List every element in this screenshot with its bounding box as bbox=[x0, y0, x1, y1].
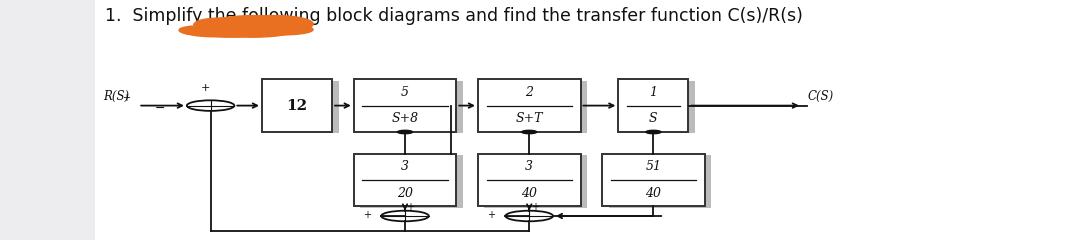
Text: 12: 12 bbox=[286, 99, 308, 113]
Text: 20: 20 bbox=[397, 187, 413, 200]
Text: S: S bbox=[649, 112, 658, 125]
Bar bbox=[484, 155, 588, 208]
Bar bbox=[262, 79, 333, 132]
Bar bbox=[477, 79, 581, 132]
Text: C(S): C(S) bbox=[807, 90, 834, 102]
Text: +: + bbox=[406, 202, 415, 212]
Ellipse shape bbox=[194, 18, 248, 30]
Text: R(S): R(S) bbox=[104, 90, 130, 102]
Ellipse shape bbox=[205, 16, 302, 37]
Circle shape bbox=[397, 130, 413, 134]
Text: +: + bbox=[530, 202, 539, 212]
Circle shape bbox=[505, 211, 553, 221]
Text: 2: 2 bbox=[525, 86, 534, 99]
Bar bbox=[624, 81, 696, 133]
Text: 1: 1 bbox=[649, 86, 658, 99]
Text: S+8: S+8 bbox=[391, 112, 419, 125]
Text: S+T: S+T bbox=[515, 112, 543, 125]
Text: 3: 3 bbox=[525, 160, 534, 173]
Text: 40: 40 bbox=[646, 187, 661, 200]
Bar bbox=[361, 155, 462, 208]
Ellipse shape bbox=[238, 16, 313, 32]
Text: −: − bbox=[154, 102, 165, 114]
Text: +: + bbox=[487, 210, 496, 220]
Bar bbox=[361, 81, 462, 133]
Bar bbox=[354, 79, 456, 132]
Text: +: + bbox=[122, 93, 130, 103]
Text: +: + bbox=[363, 210, 372, 220]
Text: 1.  Simplify the following block diagrams and find the transfer function C(s)/R(: 1. Simplify the following block diagrams… bbox=[105, 7, 802, 25]
Bar bbox=[269, 81, 339, 133]
Circle shape bbox=[522, 130, 537, 134]
Circle shape bbox=[646, 130, 661, 134]
Bar bbox=[0, 0, 95, 240]
Text: +: + bbox=[201, 83, 210, 93]
Bar bbox=[484, 81, 588, 133]
Bar bbox=[618, 79, 689, 132]
Bar bbox=[603, 154, 705, 206]
Text: 5: 5 bbox=[401, 86, 409, 99]
Text: 40: 40 bbox=[522, 187, 537, 200]
Bar bbox=[609, 155, 712, 208]
Circle shape bbox=[381, 211, 429, 221]
Ellipse shape bbox=[259, 25, 313, 35]
Ellipse shape bbox=[194, 20, 270, 37]
Text: 3: 3 bbox=[401, 160, 409, 173]
Bar bbox=[477, 154, 581, 206]
Ellipse shape bbox=[179, 25, 242, 37]
Bar bbox=[354, 154, 456, 206]
Text: 51: 51 bbox=[646, 160, 661, 173]
Circle shape bbox=[187, 100, 234, 111]
